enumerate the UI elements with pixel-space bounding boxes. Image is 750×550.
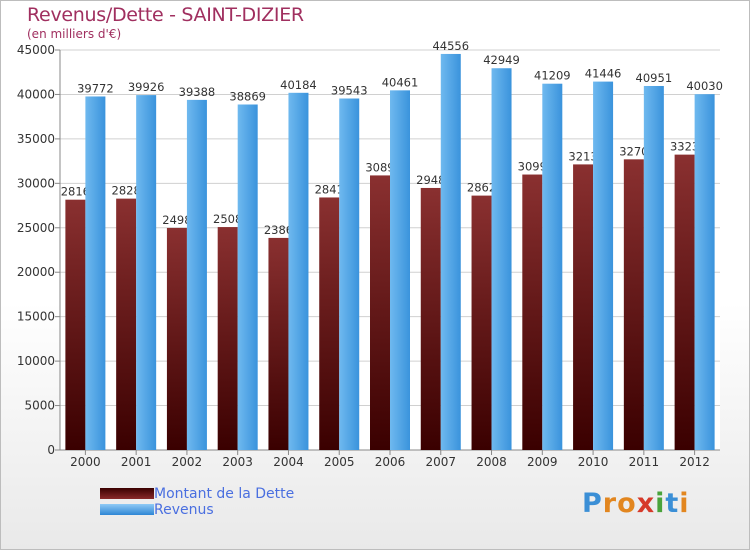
data-label-dette: 2386 (264, 223, 293, 237)
y-tick-label: 45000 (17, 43, 55, 57)
data-label-dette: 2508 (213, 212, 242, 226)
bar-revenus (186, 99, 207, 450)
bar-revenus (542, 83, 563, 450)
data-label-dette: 2498 (162, 213, 191, 227)
data-label-revenus: 41209 (534, 69, 571, 83)
data-label-dette: 2948 (416, 173, 445, 187)
logo-letter: P (582, 488, 603, 519)
x-tick-label: 2012 (679, 455, 710, 469)
bar-dette (623, 159, 644, 451)
y-tick-label: 5000 (24, 399, 55, 413)
data-label-revenus: 40030 (686, 79, 723, 93)
x-tick-label: 2001 (121, 455, 152, 469)
bar-dette (370, 175, 390, 450)
x-tick-label: 2000 (70, 455, 101, 469)
bar-dette (573, 164, 594, 450)
logo-letter: i (679, 488, 690, 519)
data-label-revenus: 39772 (77, 81, 114, 95)
chart-subtitle: (en milliers d'€) (27, 27, 122, 41)
data-label-dette: 3099 (518, 160, 547, 174)
bar-revenus (288, 92, 309, 450)
bar-dette (116, 198, 137, 450)
bar-revenus (237, 104, 258, 451)
bar-dette (268, 237, 289, 450)
x-tick-label: 2006 (375, 455, 406, 469)
data-label-dette: 2816 (61, 185, 90, 199)
data-label-dette: 3270 (619, 144, 648, 158)
data-label-dette: 3089 (365, 160, 394, 174)
data-label-revenus: 39926 (128, 80, 165, 94)
y-tick-label: 0 (47, 443, 55, 457)
x-tick-label: 2009 (527, 455, 558, 469)
bar-dette (420, 187, 441, 450)
x-tick-label: 2003 (222, 455, 253, 469)
bar-revenus (593, 81, 614, 450)
x-tick-label: 2004 (273, 455, 304, 469)
bar-dette (217, 227, 238, 450)
logo-letter: r (602, 488, 618, 519)
data-label-dette: 2862 (467, 181, 496, 195)
legend-swatch-revenus (100, 504, 154, 515)
legend-label-revenus: Revenus (154, 502, 214, 518)
data-label-dette: 3213 (568, 149, 597, 163)
x-tick-label: 2010 (578, 455, 609, 469)
bar-revenus (643, 85, 664, 450)
bar-dette (522, 174, 543, 451)
legend-swatch-dette (100, 488, 154, 499)
y-tick-label: 30000 (17, 176, 55, 190)
x-tick-label: 2007 (425, 455, 456, 469)
x-tick-label: 2011 (629, 455, 660, 469)
logo-letter: i (655, 488, 666, 519)
bar-revenus (85, 96, 106, 451)
y-tick-label: 35000 (17, 132, 55, 146)
chart-title: Revenus/Dette - SAINT-DIZIER (27, 4, 304, 26)
data-label-revenus: 40184 (280, 78, 317, 92)
data-label-dette: 2841 (315, 182, 344, 196)
bar-revenus (440, 53, 461, 451)
data-label-revenus: 44556 (432, 39, 469, 53)
data-label-dette: 3323 (670, 140, 699, 154)
data-label-revenus: 40461 (382, 75, 419, 89)
x-tick-label: 2008 (476, 455, 507, 469)
bar-revenus (694, 94, 715, 450)
data-label-revenus: 38869 (229, 89, 266, 103)
data-label-revenus: 40951 (636, 71, 673, 85)
data-label-revenus: 39388 (179, 85, 216, 99)
logo-letter: t (665, 488, 680, 519)
y-tick-label: 25000 (17, 221, 55, 235)
bar-revenus (491, 68, 512, 450)
y-tick-label: 20000 (17, 265, 55, 279)
logo-letter: x (636, 488, 656, 519)
bar-dette (319, 197, 340, 450)
bar-dette (65, 199, 86, 450)
bar-revenus (339, 98, 360, 451)
x-tick-label: 2005 (324, 455, 355, 469)
logo-letter: o (617, 488, 637, 519)
x-tick-label: 2002 (172, 455, 203, 469)
bar-revenus (136, 95, 157, 450)
y-tick-label: 10000 (17, 354, 55, 368)
data-label-revenus: 41446 (585, 67, 622, 81)
y-tick-label: 15000 (17, 310, 55, 324)
bar-dette (166, 227, 187, 450)
y-tick-label: 40000 (17, 87, 55, 101)
data-label-revenus: 42949 (483, 53, 520, 67)
proxiti-logo: Proxiti (582, 488, 690, 519)
data-label-revenus: 39543 (331, 84, 368, 98)
legend-label-dette: Montant de la Dette (154, 486, 295, 502)
bar-dette (471, 195, 492, 450)
data-label-dette: 2828 (112, 184, 141, 198)
bar-revenus (390, 90, 410, 450)
bar-dette (674, 154, 695, 450)
